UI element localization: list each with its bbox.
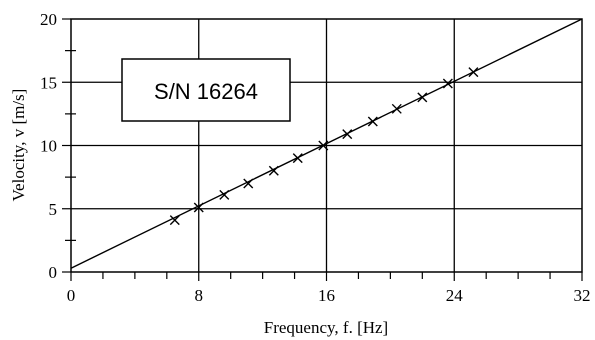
data-point-stroke bbox=[468, 67, 479, 78]
x-tick-label: 32 bbox=[574, 286, 591, 305]
data-point-stroke bbox=[292, 153, 303, 164]
data-point-stroke bbox=[442, 78, 453, 89]
data-point bbox=[193, 202, 204, 213]
tick-labels: 0 8 16 24 32 0 5 10 15 20 bbox=[40, 10, 591, 305]
data-point-stroke bbox=[417, 92, 428, 103]
y-tick-label: 10 bbox=[40, 137, 57, 156]
x-tick-label: 0 bbox=[67, 286, 76, 305]
data-point bbox=[292, 153, 303, 164]
data-point-stroke bbox=[342, 129, 353, 140]
data-point bbox=[318, 140, 329, 151]
data-point bbox=[417, 92, 428, 103]
data-point bbox=[342, 129, 353, 140]
data-point bbox=[367, 116, 378, 127]
axis-ticks bbox=[62, 18, 583, 281]
data-point-stroke bbox=[318, 140, 329, 151]
data-point-stroke bbox=[268, 165, 279, 176]
data-point bbox=[468, 67, 479, 78]
x-tick-label: 16 bbox=[318, 286, 335, 305]
data-point-stroke bbox=[219, 189, 230, 200]
data-point bbox=[442, 78, 453, 89]
data-point-stroke bbox=[169, 215, 180, 226]
data-point bbox=[219, 189, 230, 200]
data-point bbox=[391, 103, 402, 114]
x-axis-title: Frequency, f. [Hz] bbox=[264, 318, 388, 337]
data-point bbox=[169, 215, 180, 226]
data-point-stroke bbox=[243, 178, 254, 189]
y-tick-label: 5 bbox=[49, 200, 58, 219]
data-points bbox=[169, 67, 479, 226]
data-point bbox=[243, 178, 254, 189]
annotation-box bbox=[121, 58, 291, 122]
data-point-stroke bbox=[367, 116, 378, 127]
y-tick-label: 15 bbox=[40, 73, 57, 92]
annotation-text: S/N 16264 bbox=[154, 79, 258, 104]
fit-line bbox=[70, 18, 583, 269]
y-tick-label: 0 bbox=[49, 263, 58, 282]
data-point-stroke bbox=[193, 202, 204, 213]
data-point-stroke bbox=[391, 103, 402, 114]
x-tick-label: 8 bbox=[195, 286, 204, 305]
data-point bbox=[268, 165, 279, 176]
x-tick-label: 24 bbox=[446, 286, 464, 305]
plot-area-border bbox=[70, 18, 583, 273]
y-tick-label: 20 bbox=[40, 10, 57, 29]
plot-frame bbox=[70, 18, 583, 273]
y-axis-title: Velocity, v [m/s] bbox=[9, 89, 28, 202]
fit-line-group bbox=[70, 18, 583, 269]
